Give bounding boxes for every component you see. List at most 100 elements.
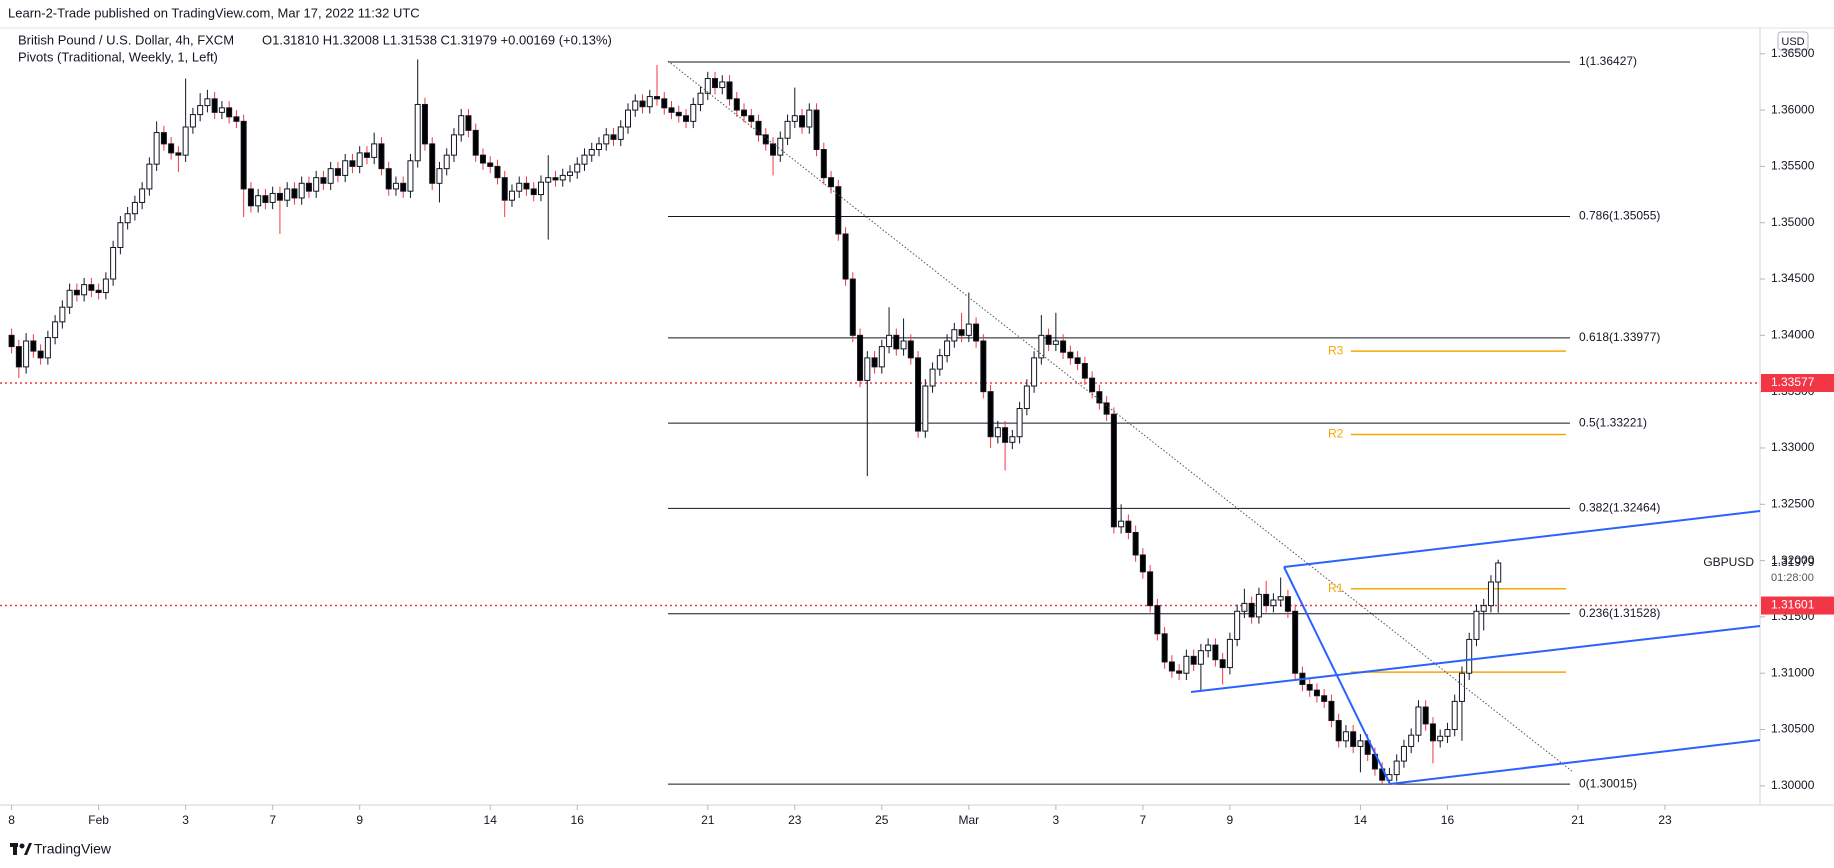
candle-body (849, 278, 856, 336)
candle-body (1234, 610, 1241, 640)
candle-body (951, 329, 958, 342)
candle-body (697, 92, 704, 105)
x-tick-label: 23 (788, 813, 802, 827)
candle-body (1176, 670, 1183, 674)
candle-body (407, 160, 414, 192)
price-tag-label: 1.31601 (1771, 598, 1815, 612)
candle-body (52, 321, 59, 339)
candle-body (1154, 605, 1161, 635)
candle-body (1466, 638, 1473, 674)
candle-body (233, 116, 240, 122)
x-tick-label: 16 (571, 813, 585, 827)
candle-body (44, 337, 51, 359)
candle-body (1284, 596, 1291, 612)
candle-body (421, 103, 428, 145)
candle-body (378, 143, 385, 170)
brand-logo (10, 843, 32, 855)
x-tick-label: 21 (701, 813, 715, 827)
candle-body (886, 334, 893, 348)
candle-body (828, 177, 835, 188)
candle-body (632, 100, 639, 111)
candle-body (465, 115, 472, 131)
candle-body (226, 107, 233, 118)
candle-body (1364, 740, 1371, 755)
candle-body (1052, 340, 1059, 345)
symbol-label: GBPUSD (1703, 555, 1754, 569)
candle-body (893, 334, 900, 350)
candle-body (1067, 351, 1074, 359)
candle-body (247, 188, 254, 207)
y-tick-label: 1.35500 (1771, 159, 1815, 173)
candle-body (777, 137, 784, 156)
candle-body (30, 340, 37, 352)
candle-body (305, 182, 312, 192)
channel-upper (1283, 510, 1761, 568)
candle-body (1241, 602, 1248, 612)
candle-body (8, 334, 15, 348)
candle-body (487, 162, 494, 167)
candle-body (1125, 520, 1132, 533)
candle-body (1118, 520, 1125, 528)
candle-body (1422, 706, 1429, 725)
candle-body (806, 109, 813, 128)
candle-body (719, 81, 726, 89)
candle-body (1009, 436, 1016, 443)
pivot-label: R2 (1328, 427, 1344, 441)
candle-body (269, 192, 276, 203)
candle-body (1132, 531, 1139, 556)
candle-body (371, 143, 378, 158)
candle-body (349, 160, 356, 167)
candle-body (878, 346, 885, 368)
y-tick-label: 1.31000 (1771, 665, 1815, 679)
candle-body (1190, 655, 1197, 665)
candle-body (1342, 731, 1349, 742)
currency-box[interactable] (1777, 31, 1809, 51)
candle-body (1437, 735, 1444, 742)
y-tick-label: 1.34500 (1771, 271, 1815, 285)
candle-body (755, 120, 762, 136)
currency-label[interactable]: USD (1781, 36, 1804, 48)
x-tick-label: 3 (1053, 813, 1060, 827)
candle-body (1038, 334, 1045, 359)
countdown-label: 01:28:00 (1771, 572, 1814, 584)
x-tick-label: 14 (484, 813, 498, 827)
swing-line (1283, 566, 1391, 785)
fib-label: 0(1.30015) (1579, 776, 1637, 790)
brand-name: TradingView (34, 841, 112, 857)
candle-body (936, 355, 943, 370)
candle-body (770, 143, 777, 156)
candle-body (973, 323, 980, 342)
candle-body (95, 289, 102, 294)
candle-body (1002, 427, 1009, 443)
candle-body (1045, 334, 1052, 345)
dotted-trendline (667, 60, 1574, 773)
candle-body (1350, 731, 1357, 747)
candle-body (110, 246, 117, 280)
fib-label: 0.618(1.33977) (1579, 330, 1660, 344)
candle-body (523, 182, 530, 190)
candle-body (1270, 599, 1277, 607)
candle-body (646, 96, 653, 108)
candle-body (1292, 610, 1299, 674)
candle-body (545, 177, 552, 183)
candle-body (668, 107, 675, 113)
candle-body (994, 427, 1001, 438)
x-tick-label: 14 (1354, 813, 1368, 827)
candle-body (791, 115, 798, 122)
candle-body (1473, 610, 1480, 640)
candle-body (23, 340, 30, 368)
candle-body (472, 129, 479, 156)
candle-body (733, 98, 740, 111)
x-tick-label: 21 (1571, 813, 1585, 827)
candle-body (182, 126, 189, 156)
candle-body (385, 168, 392, 190)
candle-body (654, 96, 661, 100)
candle-body (501, 177, 508, 201)
candle-body (516, 182, 523, 192)
candle-body (363, 152, 370, 158)
candle-body (240, 120, 247, 190)
candle-body (1031, 357, 1038, 387)
y-tick-label: 1.33000 (1771, 440, 1815, 454)
candle-body (552, 177, 559, 181)
